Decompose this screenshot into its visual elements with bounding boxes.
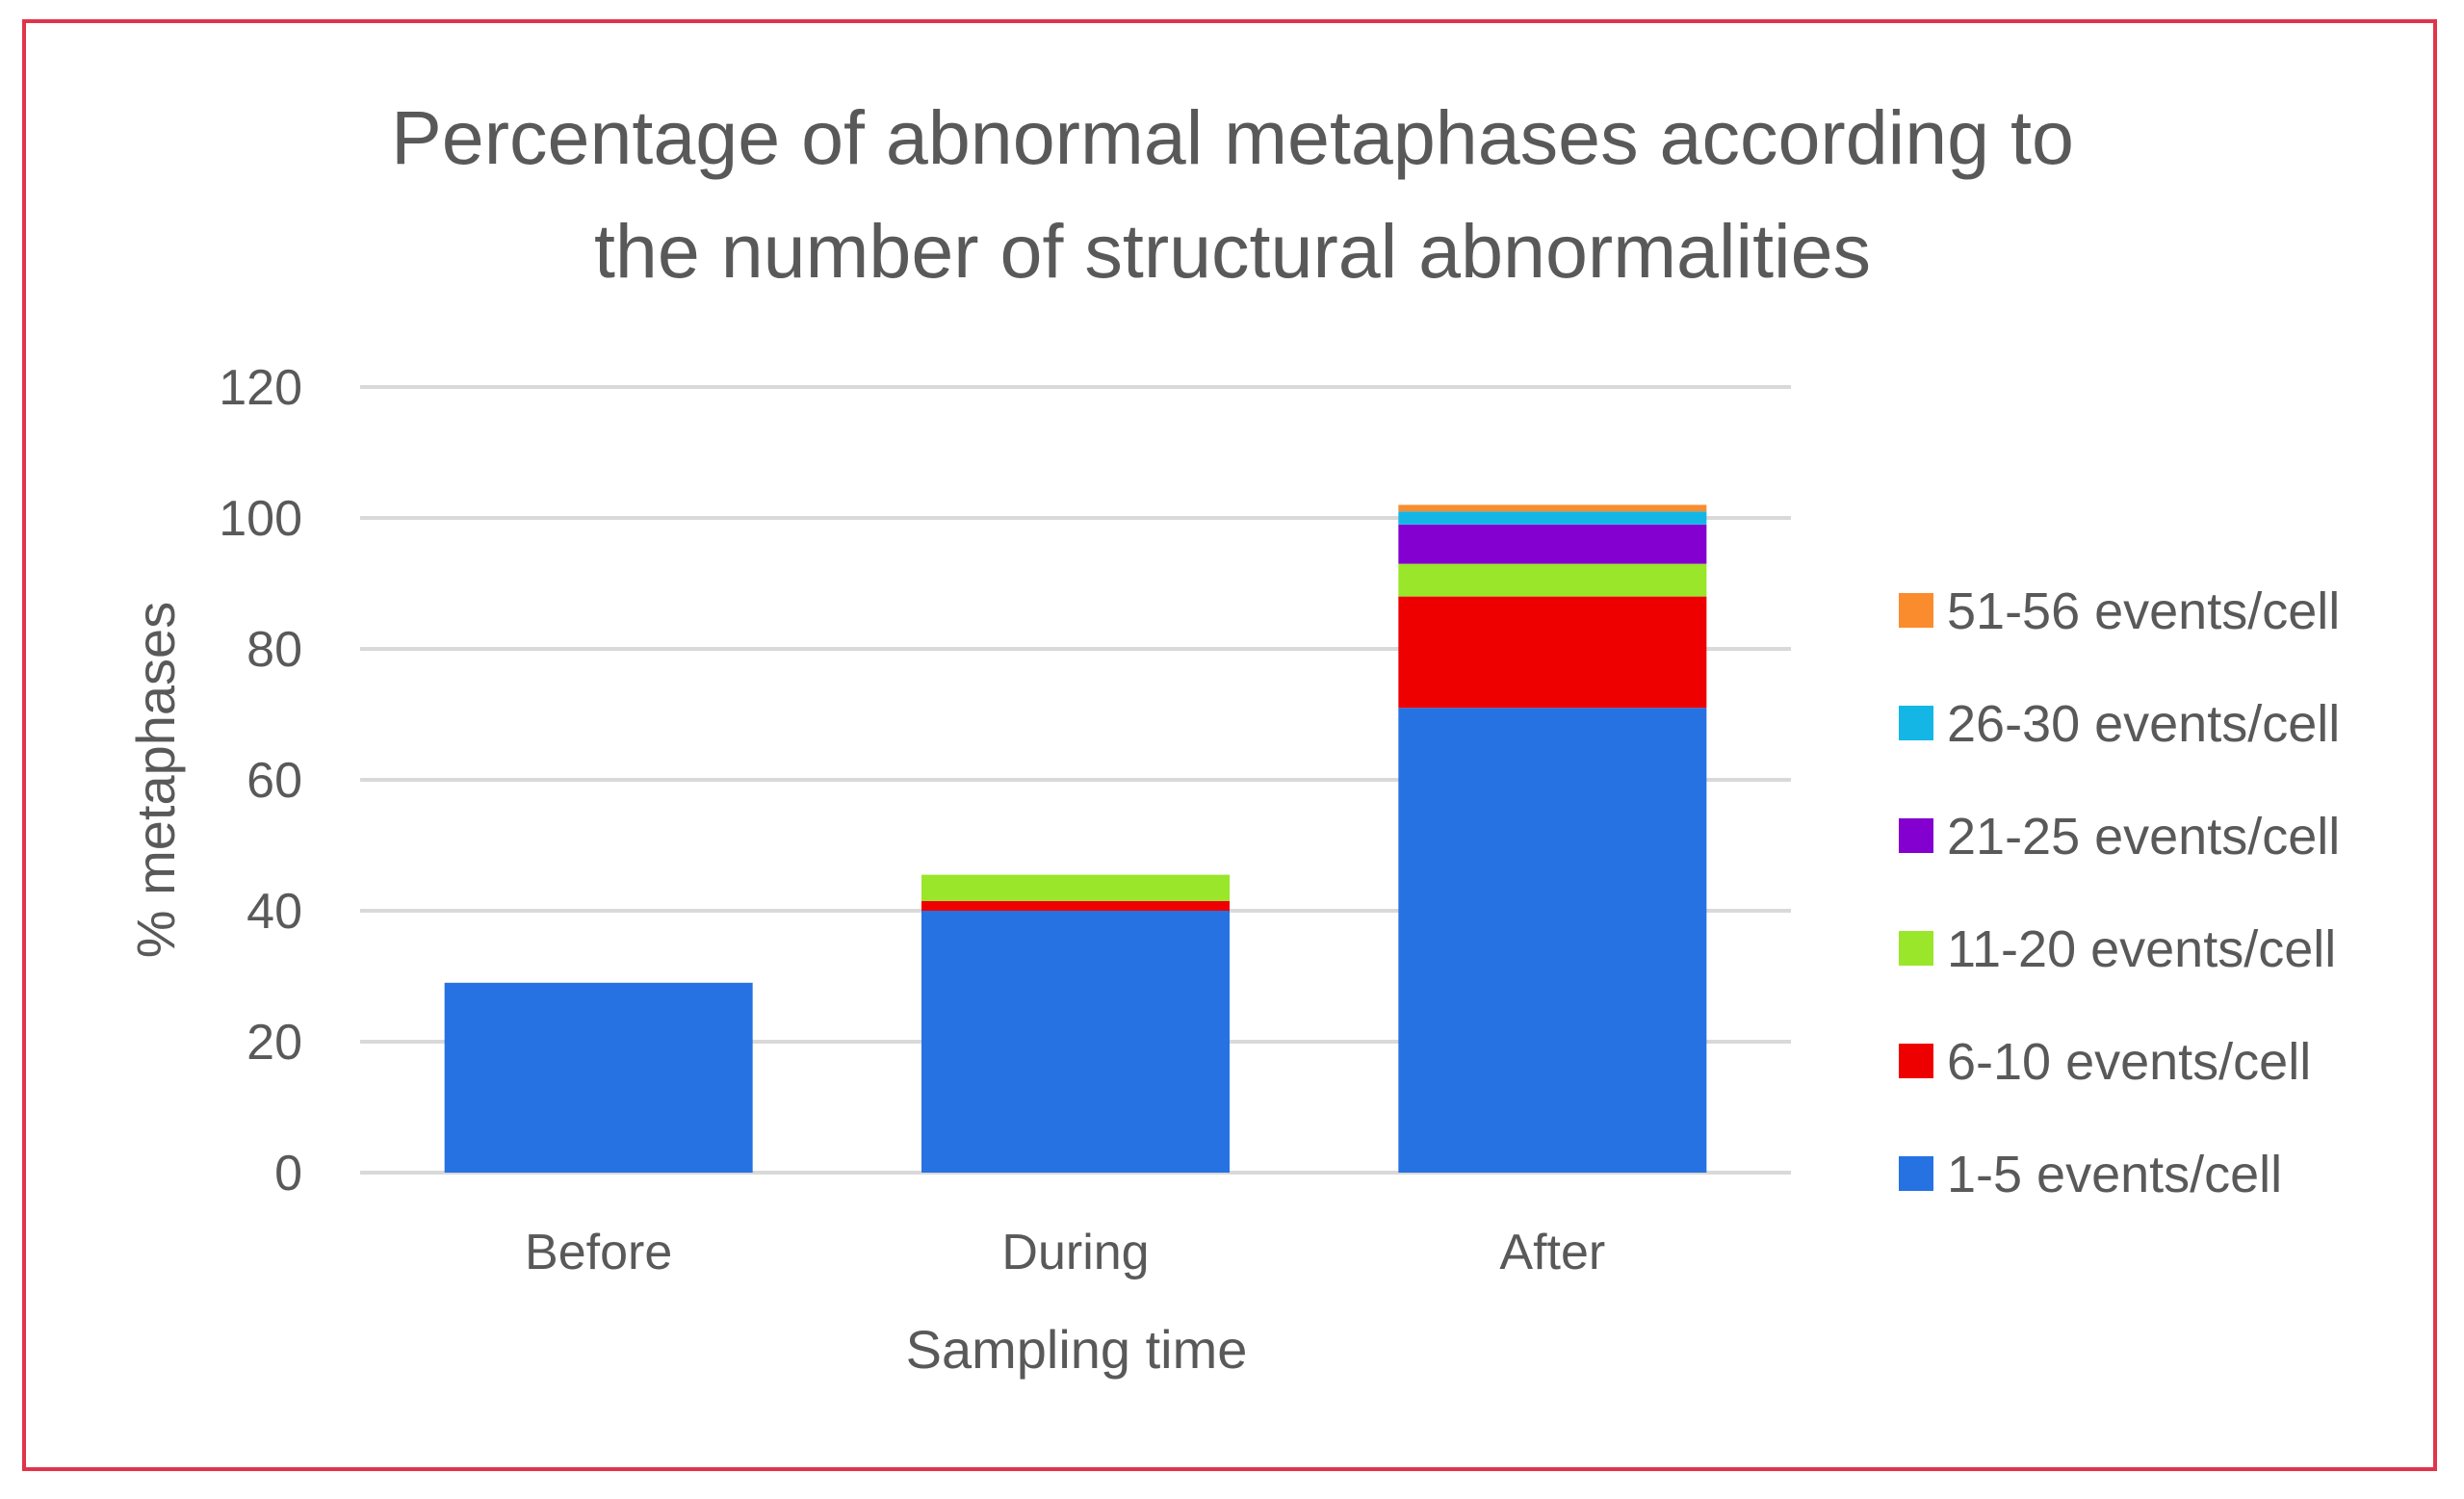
legend-label: 21-25 events/cell xyxy=(1947,808,2340,866)
y-axis-title: % metaphases xyxy=(125,602,186,958)
bar-after-series-3 xyxy=(1398,524,1707,564)
bar-during-series-2 xyxy=(921,874,1230,901)
chart-title: Percentage of abnormal metaphases accord… xyxy=(391,94,2074,294)
x-tick-label: During xyxy=(1001,1225,1149,1280)
legend-label: 26-30 events/cell xyxy=(1947,695,2340,753)
y-tick-label: 0 xyxy=(274,1146,302,1202)
y-tick-label: 120 xyxy=(219,360,302,416)
bar-after-series-0 xyxy=(1398,708,1707,1173)
bar-after-series-2 xyxy=(1398,563,1707,597)
bar-after-series-4 xyxy=(1398,511,1707,525)
x-axis-ticks: Before During After xyxy=(525,1225,1605,1280)
bar-during-series-0 xyxy=(921,911,1230,1173)
chart-title-line-1: Percentage of abnormal metaphases accord… xyxy=(391,94,2074,180)
legend-swatch xyxy=(1899,593,1933,628)
legend-label: 11-20 events/cell xyxy=(1947,920,2336,978)
legend-swatch xyxy=(1899,931,1933,966)
bar-after-series-5 xyxy=(1398,504,1707,512)
x-tick-label: Before xyxy=(525,1225,672,1280)
legend-swatch xyxy=(1899,1044,1933,1078)
bars xyxy=(444,504,1707,1173)
y-tick-label: 80 xyxy=(246,622,302,678)
x-axis-title: Sampling time xyxy=(906,1319,1248,1380)
y-tick-label: 100 xyxy=(219,491,302,547)
y-tick-label: 60 xyxy=(246,753,302,809)
y-axis-ticks: 0 20 40 60 80 100 120 xyxy=(219,360,302,1202)
bar-before-series-0 xyxy=(444,982,753,1173)
y-tick-label: 20 xyxy=(246,1015,302,1071)
legend: 51-56 events/cell 26-30 events/cell 21-25 … xyxy=(1899,582,2340,1203)
legend-swatch xyxy=(1899,1156,1933,1191)
bar-after-series-1 xyxy=(1398,596,1707,709)
legend-swatch xyxy=(1899,818,1933,853)
legend-label: 1-5 events/cell xyxy=(1947,1146,2282,1203)
legend-label: 51-56 events/cell xyxy=(1947,582,2340,640)
legend-swatch xyxy=(1899,706,1933,740)
bar-during-series-1 xyxy=(921,900,1230,911)
chart-frame xyxy=(22,19,2437,1471)
x-tick-label: After xyxy=(1499,1225,1605,1280)
legend-label: 6-10 events/cell xyxy=(1947,1033,2311,1091)
chart-title-line-2: the number of structural abnormalities xyxy=(594,208,1871,294)
y-tick-label: 40 xyxy=(246,884,302,940)
